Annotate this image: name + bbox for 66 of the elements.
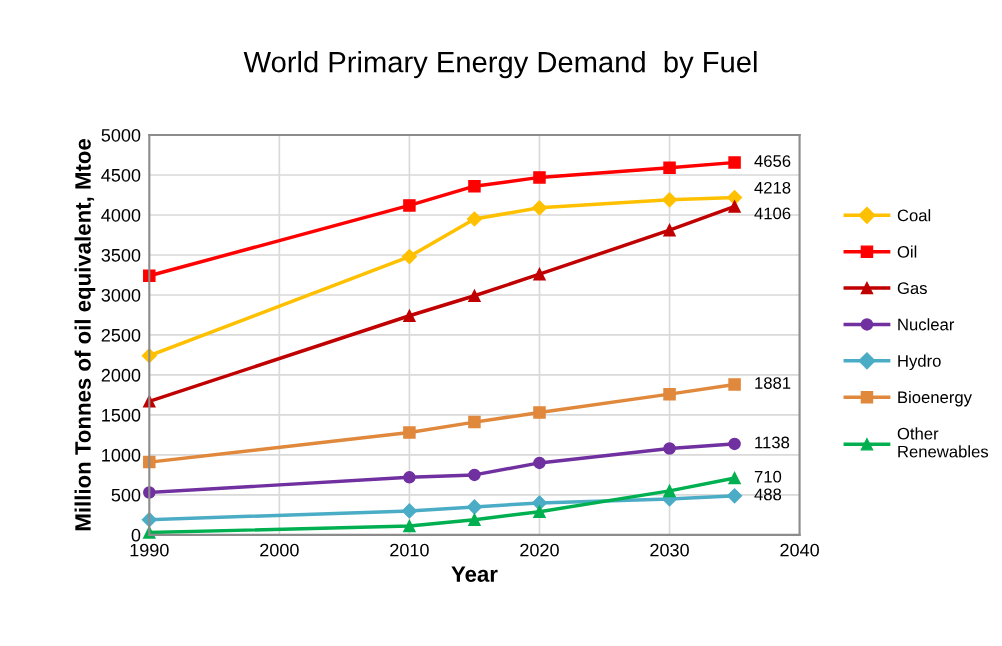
y-tick-label: 1000 xyxy=(102,448,141,462)
point xyxy=(468,179,481,193)
x-axis-title: Year xyxy=(451,566,498,582)
point xyxy=(403,519,416,533)
point xyxy=(401,503,417,519)
data-label: 1881 xyxy=(755,377,791,389)
x-tick-label: 2040 xyxy=(780,543,819,557)
data-label: 4106 xyxy=(754,207,791,220)
legend-label: Nuclear xyxy=(898,318,955,331)
y-axis-title: Million Tonnes of oil equivalent, Mtoe xyxy=(74,138,96,531)
x-tick-label: 2000 xyxy=(260,543,299,557)
data-label: 710 xyxy=(754,470,782,483)
point xyxy=(403,426,416,439)
point xyxy=(663,442,676,455)
y-tick-label: 2000 xyxy=(101,368,141,382)
point xyxy=(663,223,676,237)
point xyxy=(403,471,416,484)
point xyxy=(663,161,676,175)
point xyxy=(533,406,546,419)
point xyxy=(401,249,417,265)
y-tick-label: 500 xyxy=(111,488,141,502)
point xyxy=(468,468,481,482)
point xyxy=(726,488,743,504)
point xyxy=(728,437,741,451)
legend-label: Bioenergy xyxy=(898,390,972,407)
point xyxy=(728,471,741,485)
point xyxy=(468,415,481,429)
point xyxy=(663,484,676,498)
x-tick-label: 2030 xyxy=(650,543,689,557)
point xyxy=(533,456,546,470)
point xyxy=(533,267,546,281)
y-tick-label: 0 xyxy=(131,528,141,542)
data-label: 4656 xyxy=(754,155,791,167)
point xyxy=(661,192,678,208)
y-tick-label: 1500 xyxy=(102,408,141,422)
legend-label: Gas xyxy=(897,282,927,295)
data-label: 488 xyxy=(754,488,782,501)
point xyxy=(466,499,483,515)
point xyxy=(663,387,676,401)
data-label: 4218 xyxy=(754,181,791,194)
y-tick-label: 2500 xyxy=(101,328,141,342)
x-tick-label: 1990 xyxy=(130,543,169,557)
point xyxy=(533,171,546,184)
point xyxy=(403,199,416,212)
chart-title: World Primary Energy Demand by Fuel xyxy=(243,51,757,79)
point xyxy=(466,211,483,227)
legend-label: Oil xyxy=(897,245,917,258)
point xyxy=(403,309,416,323)
point xyxy=(728,156,741,169)
x-tick-label: 2010 xyxy=(390,543,429,557)
data-label: 1138 xyxy=(755,436,790,449)
y-tick-label: 4000 xyxy=(101,208,141,222)
y-tick-label: 5000 xyxy=(101,128,141,142)
y-tick-label: 3000 xyxy=(101,288,141,302)
y-tick-label: 4500 xyxy=(101,168,141,182)
point xyxy=(468,289,481,303)
y-tick-label: 3500 xyxy=(101,248,141,262)
point xyxy=(728,200,741,213)
point xyxy=(533,505,546,518)
point xyxy=(531,200,548,216)
x-tick-label: 2020 xyxy=(520,543,559,557)
legend-label: Other Renewables xyxy=(897,427,989,458)
legend-label: Coal xyxy=(897,209,931,222)
point xyxy=(728,378,741,391)
point xyxy=(468,513,481,526)
legend-label: Hydro xyxy=(898,354,941,371)
